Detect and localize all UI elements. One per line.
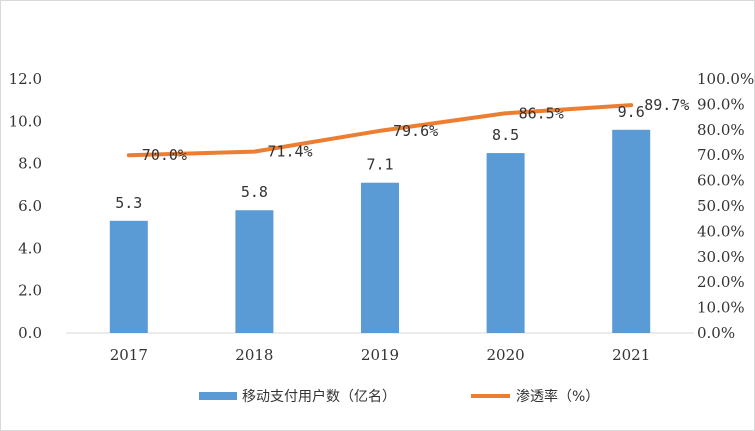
line-data-label: 89.7% [644, 96, 689, 114]
line-series [126, 103, 634, 158]
bar [612, 129, 651, 333]
data-labels: 5.3 5.8 7.1 8.5 9.6 70.0% 71.4% 79.6% 86.5% 89.7% [115, 96, 689, 212]
y-left-tick-label: 6.0 [18, 197, 42, 215]
bar [109, 220, 148, 333]
bar [361, 182, 399, 333]
y-right-tick-label: 50.0% [697, 197, 745, 215]
y-right-tick-label: 80.0% [697, 121, 745, 139]
x-tick-label: 2018 [235, 346, 273, 364]
y-left-tick-label: 2.0 [18, 282, 42, 300]
line-data-label: 71.4% [267, 143, 312, 161]
line-data-label: 70.0% [142, 146, 187, 164]
y-right-tick-label: 100.0% [697, 70, 754, 88]
x-tick-label: 2019 [361, 346, 399, 364]
bar-data-label: 5.8 [241, 183, 268, 201]
y-right-tick-label: 30.0% [697, 248, 745, 266]
y-right-tick-label: 90.0% [697, 95, 745, 113]
line-point [127, 153, 131, 157]
bar [486, 153, 525, 333]
bar-data-label: 8.5 [492, 126, 519, 144]
line-point [629, 103, 633, 107]
legend: 移动支付用户数（亿名） 渗透率（%） [199, 388, 599, 405]
y-right-tick-label: 10.0% [697, 299, 745, 317]
line-point [504, 111, 508, 115]
y-left-tick-label: 4.0 [18, 239, 42, 257]
bar [235, 210, 274, 333]
x-tick-label: 2017 [110, 346, 148, 364]
x-tick-label: 2021 [612, 346, 650, 364]
legend-line-label: 渗透率（%） [516, 388, 599, 405]
y-right-tick-label: 0.0% [697, 324, 735, 342]
line-point [378, 129, 382, 133]
bar-data-label: 9.6 [618, 103, 645, 121]
y-left-tick-label: 10.0 [9, 112, 42, 130]
line-data-label: 79.6% [393, 122, 438, 140]
line-point [252, 150, 256, 154]
legend-bar-swatch [199, 392, 237, 400]
y-left-tick-label: 12.0 [9, 70, 42, 88]
y-left-tick-label: 0.0 [18, 324, 42, 342]
y-right-tick-label: 20.0% [697, 273, 745, 291]
y-left-tick-label: 8.0 [18, 155, 42, 173]
legend-bar-label: 移动支付用户数（亿名） [242, 388, 396, 405]
y-right-tick-label: 70.0% [697, 146, 745, 164]
y-right-tick-label: 60.0% [697, 172, 745, 190]
x-tick-label: 2020 [487, 346, 525, 364]
bar-data-label: 5.3 [115, 194, 142, 212]
bar-series [109, 129, 651, 333]
line-data-label: 86.5% [519, 104, 564, 122]
bar-data-label: 7.1 [366, 156, 393, 174]
axes: 0.0 2.0 4.0 6.0 8.0 10.0 12.0 0.0% 10.0% 20.0% 30.… [9, 70, 755, 364]
y-right-tick-label: 40.0% [697, 222, 745, 240]
